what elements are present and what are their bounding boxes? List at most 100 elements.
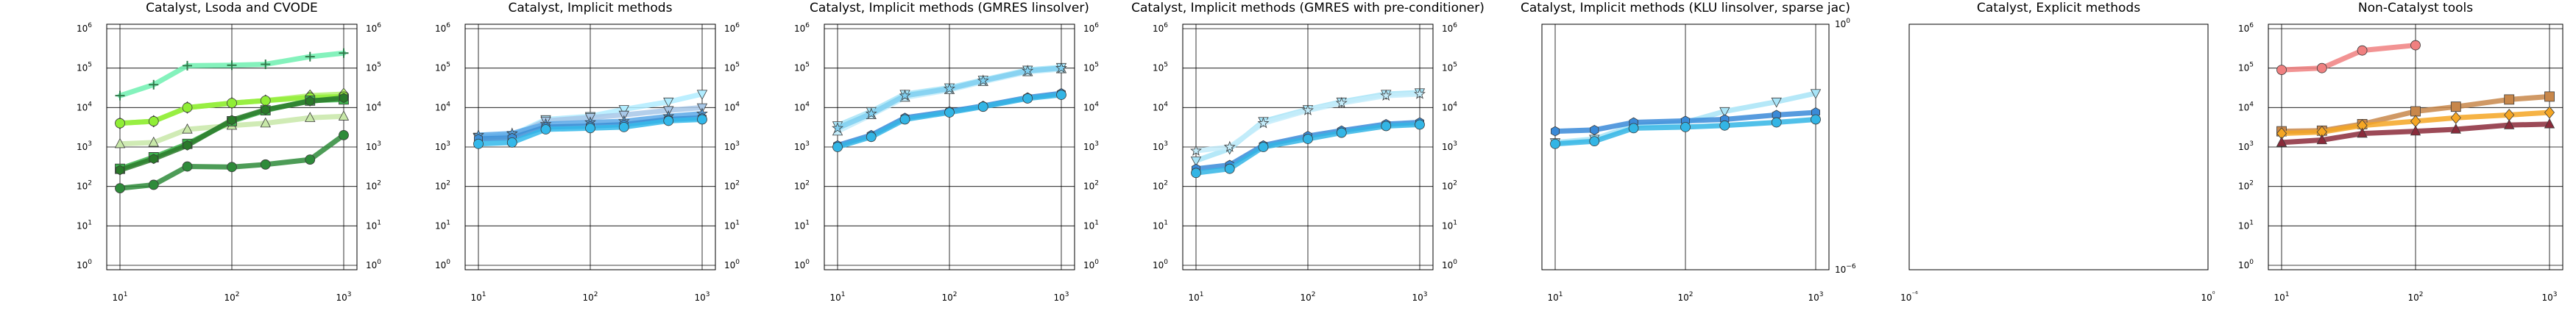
data-point (261, 59, 271, 69)
data-point (2410, 115, 2421, 128)
data-point (148, 136, 159, 147)
y-tick-label: 101 (794, 219, 810, 231)
y-tick-label-right: 103 (366, 140, 381, 152)
x-tick-label: 103 (1412, 291, 1427, 303)
y-tick-label: 106 (2238, 22, 2254, 34)
y-tick-label: 104 (1153, 101, 1168, 112)
x-tick-label: 102 (224, 291, 239, 303)
chart-panel-5: Catalyst, Implicit methods (KLU linsolve… (1521, 1, 1856, 303)
chart-title: Catalyst, Implicit methods (509, 1, 673, 15)
data-point (2316, 134, 2327, 145)
data-point (2410, 106, 2421, 117)
data-point (339, 93, 348, 104)
data-point (227, 98, 237, 109)
y-tick-label-right: 100 (1083, 259, 1099, 270)
data-point (115, 118, 125, 129)
x-tick-label: 101 (2274, 291, 2289, 303)
data-point (1771, 117, 1782, 128)
y-tick-label: 102 (435, 180, 450, 192)
data-point (1551, 126, 1560, 137)
data-point (338, 110, 350, 121)
data-point (1414, 87, 1426, 99)
y-tick-label-right: 102 (1442, 180, 1457, 192)
y-tick-label: 106 (794, 22, 810, 34)
data-point (115, 183, 125, 194)
data-point (2357, 127, 2368, 138)
data-point (1190, 144, 1202, 156)
data-point (148, 179, 159, 190)
data-point (339, 129, 349, 140)
data-point (697, 114, 707, 125)
data-point (149, 79, 159, 90)
data-point (899, 114, 910, 125)
data-point (114, 137, 126, 148)
y-tick-label: 101 (77, 219, 92, 231)
x-tick-label: 101 (112, 291, 127, 303)
y-tick-label-right: 103 (724, 140, 740, 152)
data-point (1336, 127, 1347, 138)
plot-frame (1908, 24, 2209, 270)
y-tick-label-right: 106 (724, 22, 740, 34)
data-point (1190, 157, 1202, 167)
data-point (1022, 93, 1033, 104)
y-tick-label: 102 (2238, 180, 2254, 192)
data-point (473, 138, 484, 149)
y-tick-label: 106 (435, 22, 450, 34)
y-tick-label-right: 10−6 (1835, 263, 1856, 275)
data-point (305, 96, 315, 107)
y-tick-label-right: 105 (366, 62, 381, 73)
chart-title: Catalyst, Explicit methods (1977, 1, 2140, 15)
y-tick-label-right: 106 (366, 22, 381, 34)
y-tick-label-right: 101 (724, 219, 740, 231)
y-tick-label-right: 100 (366, 259, 381, 270)
chart-title: Catalyst, Implicit methods (GMRES linsol… (810, 1, 1089, 15)
x-tick-label: 101 (1547, 291, 1563, 303)
series-line (2279, 43, 2418, 73)
data-point (1191, 168, 1201, 179)
y-tick-label-right: 104 (1442, 101, 1457, 112)
y-tick-label: 105 (435, 62, 450, 73)
y-tick-label-right: 105 (724, 62, 740, 73)
data-point (1810, 89, 1822, 99)
data-point (2450, 123, 2461, 134)
chart-title: Catalyst, Implicit methods (GMRES with p… (1131, 1, 1485, 15)
data-point (1224, 163, 1235, 174)
y-tick-label: 103 (794, 140, 810, 152)
data-point (305, 51, 315, 62)
data-point (832, 142, 843, 152)
chart-panel-6: Catalyst, Explicit methods 10⁻⁶ 10⁰ (1900, 1, 2215, 303)
data-point (944, 82, 955, 94)
y-tick-label-right: 106 (1442, 22, 1457, 34)
y-tick-label: 103 (435, 140, 450, 152)
x-tick-label: 10⁻⁶ (1900, 291, 1918, 303)
x-tick-label: 101 (829, 291, 845, 303)
data-point (585, 123, 595, 134)
x-tick-label: 102 (582, 291, 598, 303)
data-point (1590, 124, 1599, 135)
y-tick-label: 103 (2238, 140, 2254, 152)
y-tick-label: 105 (2238, 62, 2254, 73)
data-point (977, 101, 988, 112)
data-point (183, 140, 192, 151)
y-tick-label: 101 (1153, 219, 1168, 231)
data-point (1380, 89, 1393, 101)
data-point (2544, 91, 2555, 102)
y-tick-label-right: 102 (1083, 180, 1099, 192)
data-point (618, 121, 629, 132)
y-tick-label: 106 (77, 22, 92, 34)
x-tick-label: 102 (1677, 291, 1693, 303)
data-point (2276, 136, 2287, 147)
y-tick-label-right: 104 (724, 101, 740, 112)
data-point (260, 95, 271, 106)
chart-panel-2: Catalyst, Implicit methods 101 102 103 100 10… (435, 1, 740, 303)
data-point (227, 115, 236, 126)
x-tick-label: 101 (470, 291, 486, 303)
y-tick-label-right: 103 (1083, 140, 1099, 152)
y-tick-label-right: 100 (724, 259, 740, 270)
x-tick-label: 101 (1188, 291, 1203, 303)
data-point (2504, 119, 2515, 129)
data-point (2410, 40, 2421, 51)
data-point (506, 137, 517, 148)
data-point (865, 107, 877, 119)
data-point (1022, 65, 1034, 76)
